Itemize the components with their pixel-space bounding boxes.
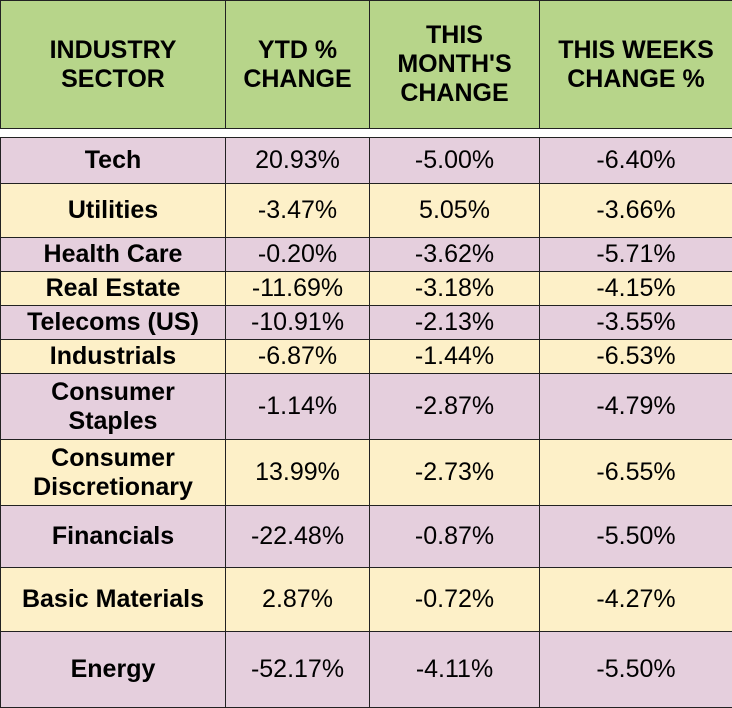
month-cell: -0.87% [370,506,540,568]
ytd-cell: 2.87% [226,568,370,632]
week-cell: -3.66% [540,184,732,238]
sector-cell: Utilities [1,184,226,238]
table-row: Tech 20.93% -5.00% -6.40% [1,138,732,184]
month-cell: -2.13% [370,306,540,340]
week-cell: -3.55% [540,306,732,340]
separator-cell [1,129,732,138]
table-row: Financials -22.48% -0.87% -5.50% [1,506,732,568]
week-cell: -6.55% [540,440,732,506]
ytd-cell: -3.47% [226,184,370,238]
header-ytd-change: YTD %CHANGE [226,1,370,129]
month-cell: -1.44% [370,340,540,374]
ytd-cell: -22.48% [226,506,370,568]
sector-cell: Real Estate [1,272,226,306]
header-ytd-change-label: YTD %CHANGE [243,36,351,93]
ytd-cell: -6.87% [226,340,370,374]
sector-cell: Financials [1,506,226,568]
table-row: Health Care -0.20% -3.62% -5.71% [1,238,732,272]
week-cell: -6.53% [540,340,732,374]
week-cell: -5.50% [540,632,732,708]
sector-cell: Energy [1,632,226,708]
ytd-cell: -11.69% [226,272,370,306]
sector-cell: Industrials [1,340,226,374]
week-cell: -5.71% [540,238,732,272]
month-cell: -2.87% [370,374,540,440]
sector-cell: Tech [1,138,226,184]
week-cell: -5.50% [540,506,732,568]
ytd-cell: -10.91% [226,306,370,340]
table-row: Telecoms (US) -10.91% -2.13% -3.55% [1,306,732,340]
month-cell: -4.11% [370,632,540,708]
ytd-cell: -1.14% [226,374,370,440]
sector-cell: Health Care [1,238,226,272]
ytd-cell: 20.93% [226,138,370,184]
sector-cell: Basic Materials [1,568,226,632]
header-separator [1,129,732,138]
month-cell: 5.05% [370,184,540,238]
month-cell: -3.62% [370,238,540,272]
month-cell: -5.00% [370,138,540,184]
month-cell: -3.18% [370,272,540,306]
table-row: Utilities -3.47% 5.05% -3.66% [1,184,732,238]
week-cell: -4.27% [540,568,732,632]
table-row: Real Estate -11.69% -3.18% -4.15% [1,272,732,306]
week-cell: -4.15% [540,272,732,306]
table-row: Basic Materials 2.87% -0.72% -4.27% [1,568,732,632]
ytd-cell: -52.17% [226,632,370,708]
table-row: Energy -52.17% -4.11% -5.50% [1,632,732,708]
ytd-cell: -0.20% [226,238,370,272]
ytd-cell: 13.99% [226,440,370,506]
week-cell: -6.40% [540,138,732,184]
month-cell: -0.72% [370,568,540,632]
week-cell: -4.79% [540,374,732,440]
table-row: Industrials -6.87% -1.44% -6.53% [1,340,732,374]
sector-cell: Telecoms (US) [1,306,226,340]
month-cell: -2.73% [370,440,540,506]
